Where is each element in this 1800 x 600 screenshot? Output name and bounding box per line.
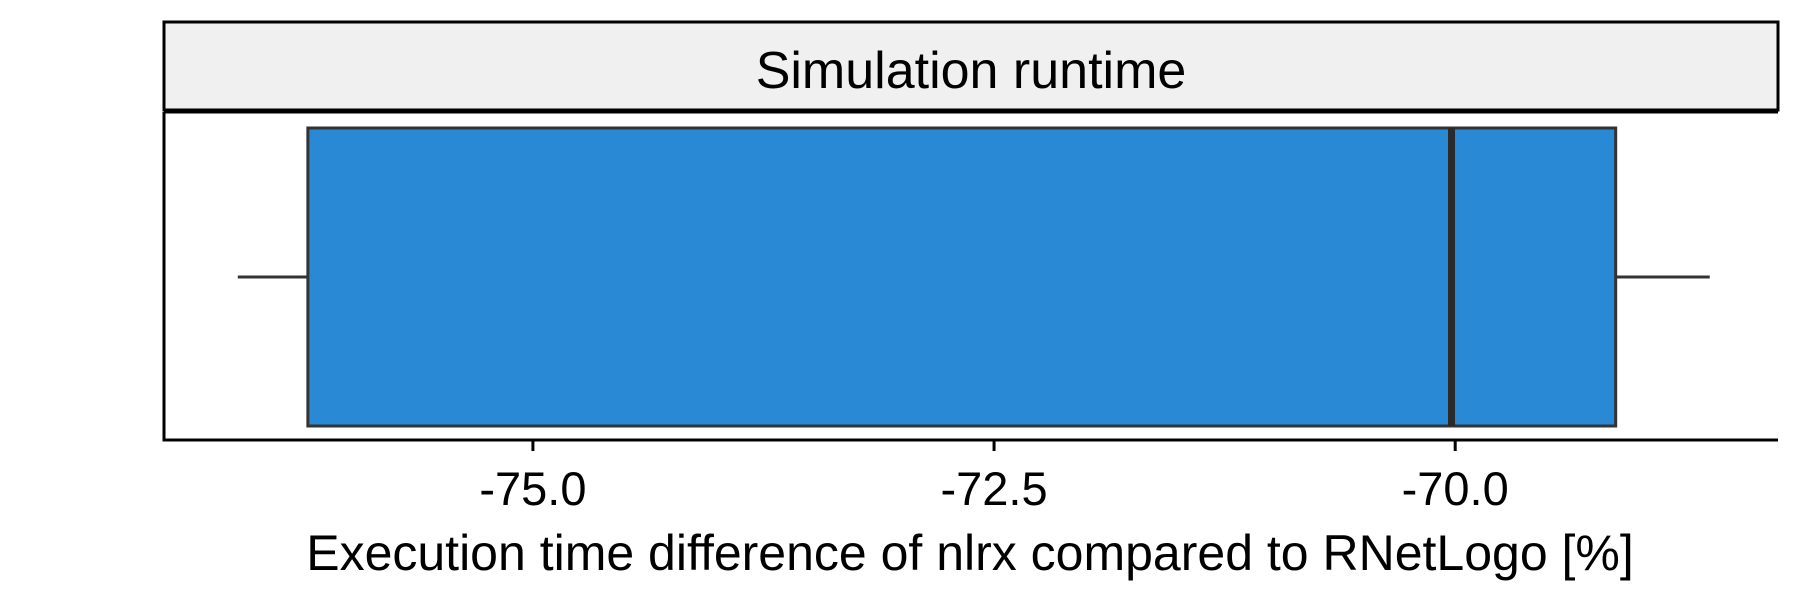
x-tick-label: -72.5 — [940, 462, 1047, 515]
x-axis-ticks: -75.0 -72.5 -70.0 — [479, 440, 1509, 515]
x-axis-label: Execution time difference of nlrx compar… — [306, 525, 1634, 581]
facet-title: Simulation runtime — [756, 42, 1187, 100]
x-tick-label: -70.0 — [1402, 462, 1509, 515]
box-iqr — [306, 126, 1618, 428]
facet-strip — [162, 20, 1780, 112]
x-tick-label: -75.0 — [479, 462, 586, 515]
plot-marks — [237, 126, 1710, 428]
